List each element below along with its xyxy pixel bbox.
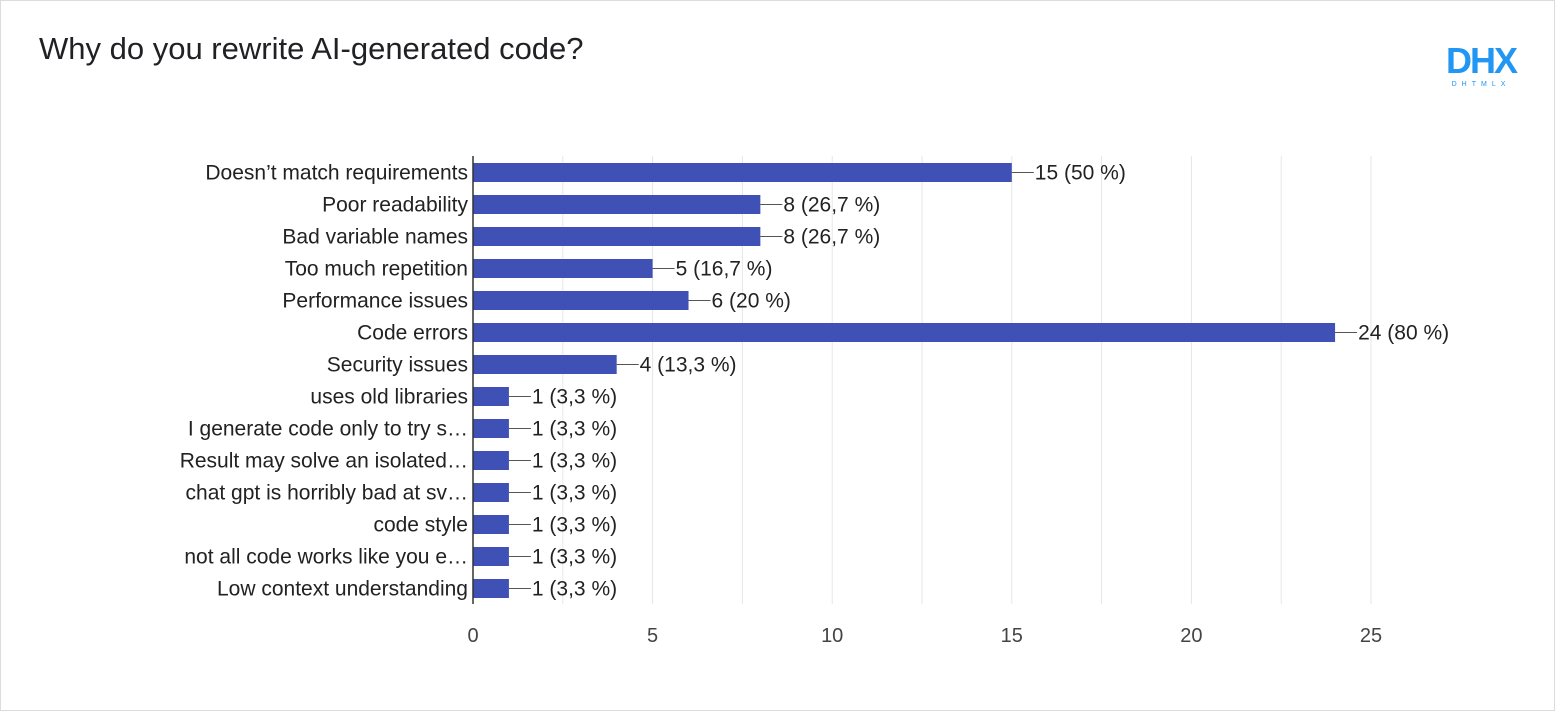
data-label: 24 (80 %) xyxy=(1358,322,1449,345)
dhx-logo: DHX DHTMLX xyxy=(1446,40,1520,88)
data-label: 1 (3,3 %) xyxy=(532,482,617,505)
category-label: Performance issues xyxy=(282,290,468,313)
data-label: 6 (20 %) xyxy=(712,290,791,313)
logo-subtext: DHTMLX xyxy=(1452,81,1511,88)
bar xyxy=(473,227,761,246)
category-label: Bad variable names xyxy=(282,226,468,249)
x-tick-label: 15 xyxy=(1001,625,1023,647)
category-label: Poor readability xyxy=(322,194,468,217)
category-label: Low context understanding xyxy=(217,578,468,601)
bar xyxy=(473,515,509,534)
category-labels: Doesn’t match requirements Poor readabili… xyxy=(180,162,469,601)
bar xyxy=(473,323,1336,342)
bar xyxy=(473,259,653,278)
chart-title: Why do you rewrite AI-generated code? xyxy=(39,31,584,66)
data-label: 4 (13,3 %) xyxy=(640,354,737,377)
bar xyxy=(473,291,689,310)
data-label: 15 (50 %) xyxy=(1035,162,1126,185)
x-tick-label: 20 xyxy=(1180,625,1202,647)
bar xyxy=(473,579,509,598)
grid-lines xyxy=(562,156,1372,604)
x-tick-label: 0 xyxy=(467,625,478,647)
bar xyxy=(473,163,1012,182)
bar xyxy=(473,355,617,374)
category-label: code style xyxy=(373,514,468,537)
category-label: chat gpt is horribly bad at sv… xyxy=(186,482,468,505)
category-label: Result may solve an isolated… xyxy=(180,450,468,473)
bar xyxy=(473,419,509,438)
category-label: I generate code only to try s… xyxy=(188,418,468,441)
data-label: 8 (26,7 %) xyxy=(783,194,880,217)
bars xyxy=(473,163,1336,598)
bar xyxy=(473,451,509,470)
x-axis-ticks: 0 5 10 15 20 25 xyxy=(467,625,1382,647)
bar xyxy=(473,547,509,566)
category-label: uses old libraries xyxy=(310,386,468,409)
bar xyxy=(473,483,509,502)
data-label: 1 (3,3 %) xyxy=(532,546,617,569)
bar xyxy=(473,195,761,214)
category-label: Doesn’t match requirements xyxy=(205,162,468,185)
data-label: 1 (3,3 %) xyxy=(532,386,617,409)
bar xyxy=(473,387,509,406)
data-label: 1 (3,3 %) xyxy=(532,578,617,601)
data-label: 1 (3,3 %) xyxy=(532,450,617,473)
category-label: Too much repetition xyxy=(285,258,468,281)
x-tick-label: 5 xyxy=(647,625,658,647)
logo-mark: DHX xyxy=(1446,40,1518,81)
category-label: Code errors xyxy=(357,322,468,345)
data-label: 8 (26,7 %) xyxy=(783,226,880,249)
data-labels: 15 (50 %) 8 (26,7 %) 8 (26,7 %) 5 (16,7 %) 6… xyxy=(508,162,1449,601)
x-tick-label: 10 xyxy=(821,625,843,647)
category-label: Security issues xyxy=(327,354,468,377)
x-tick-label: 25 xyxy=(1360,625,1382,647)
category-label: not all code works like you e… xyxy=(184,546,468,569)
data-label: 1 (3,3 %) xyxy=(532,418,617,441)
data-label: 5 (16,7 %) xyxy=(676,258,773,281)
data-label: 1 (3,3 %) xyxy=(532,514,617,537)
